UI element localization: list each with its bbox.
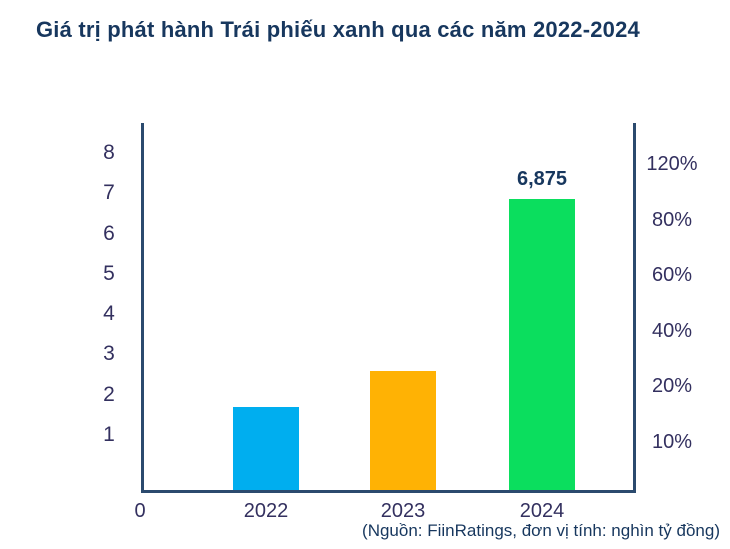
bar-value-label: 6,875	[516, 167, 568, 190]
x-axis-label-2023: 2023	[380, 500, 426, 522]
bar-2022	[233, 407, 299, 490]
right-axis-tick: 80%	[651, 208, 693, 231]
chart-title: Giá trị phát hành Trái phiếu xanh qua cá…	[36, 17, 640, 42]
left-axis-tick: 1	[103, 422, 115, 446]
bar-2024	[509, 198, 575, 490]
left-axis-tick: 3	[103, 342, 115, 366]
right-axis-tick: 20%	[651, 375, 693, 398]
left-axis-tick-group: 8 7 6 5 4 3 2 1	[92, 139, 126, 449]
right-axis-tick: 10%	[651, 430, 693, 453]
left-axis-tick: 8	[103, 141, 115, 164]
right-y-axis-line	[633, 123, 636, 493]
left-axis-tick: 7	[103, 181, 115, 205]
x-axis-label-2022: 2022	[243, 500, 289, 522]
left-axis-tick: 6	[103, 221, 115, 245]
bar-2023	[370, 371, 436, 490]
left-axis-tick: 4	[103, 302, 115, 326]
right-axis-tick: 120%	[646, 153, 698, 175]
x-axis-line	[141, 490, 636, 493]
right-axis-tick: 60%	[651, 264, 693, 287]
right-axis-tick-group: 120% 80% 60% 40% 20% 10%	[642, 150, 702, 456]
left-axis-tick: 2	[103, 382, 115, 406]
left-y-axis-line	[141, 123, 144, 493]
x-axis-label-2024: 2024	[519, 500, 565, 522]
right-axis-tick: 40%	[651, 319, 693, 342]
source-note: (Nguồn: FiinRatings, đơn vị tính: nghìn …	[362, 521, 720, 540]
left-axis-tick: 5	[103, 261, 115, 285]
x-axis-origin-label: 0	[134, 500, 146, 522]
